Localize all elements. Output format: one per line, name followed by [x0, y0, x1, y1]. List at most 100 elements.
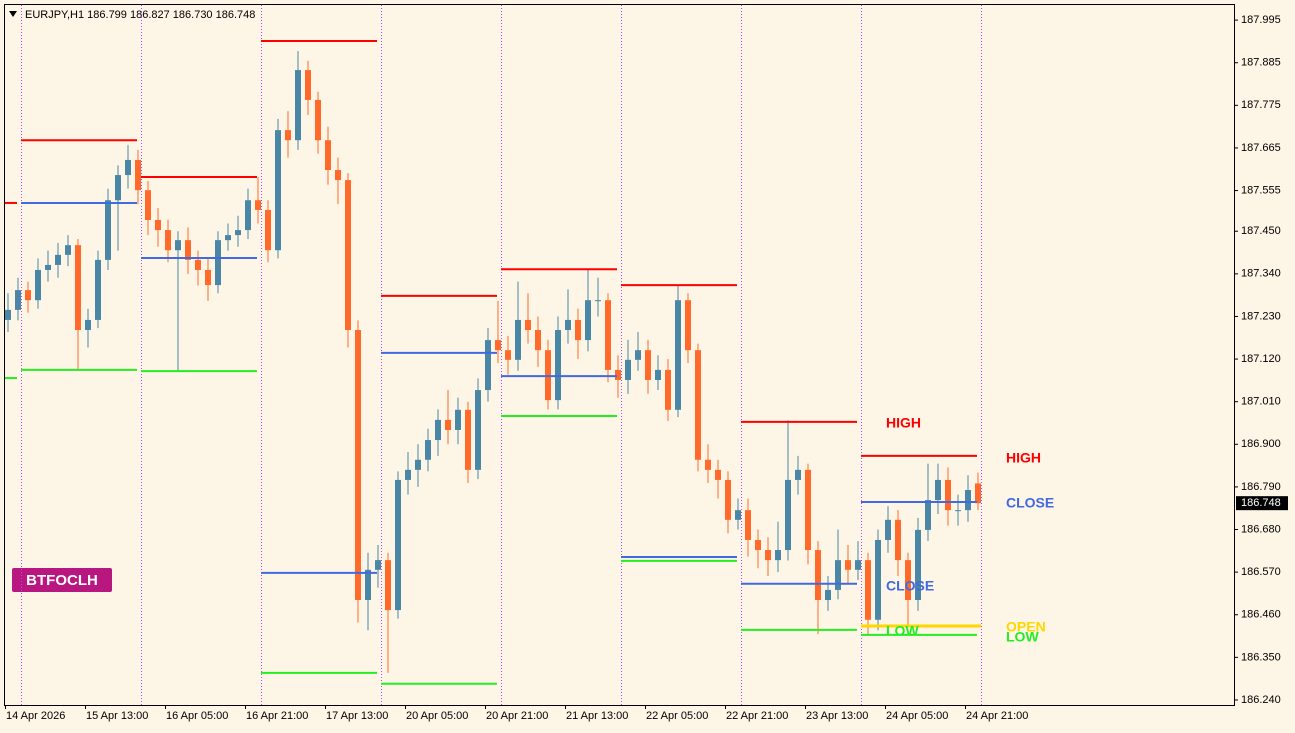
candle-body [555, 330, 561, 401]
candle-body [175, 240, 181, 251]
candle-body [35, 269, 41, 301]
annotation: HIGH [1006, 450, 1041, 466]
candle-body [735, 510, 741, 520]
y-tick-label: 187.775 [1241, 99, 1281, 111]
candle-body [435, 419, 441, 441]
candle-body [605, 300, 611, 370]
candle-body [975, 483, 981, 504]
y-tick-label: 186.240 [1241, 694, 1281, 706]
badge-box [12, 568, 112, 592]
candle-body [225, 235, 231, 241]
candle-body [115, 175, 121, 201]
candle-body [915, 529, 921, 601]
candle-body [125, 159, 131, 176]
candle-body [585, 300, 591, 341]
candle-body [795, 469, 801, 480]
candle-body [285, 130, 291, 141]
y-tick-label: 186.900 [1241, 438, 1281, 450]
candle-body [625, 359, 631, 380]
candle-body [335, 170, 341, 181]
candle-body [95, 259, 101, 320]
candle-body [765, 550, 771, 561]
candle-body [25, 290, 31, 301]
x-tick-label: 21 Apr 13:00 [566, 710, 628, 722]
candle-body [315, 99, 321, 141]
candle-body [65, 245, 71, 255]
candle-body [845, 560, 851, 570]
candle-body [905, 560, 911, 601]
candle-body [825, 589, 831, 601]
candle-body [195, 259, 201, 270]
candle-body [705, 459, 711, 470]
candle-body [855, 560, 861, 570]
candle-body [565, 319, 571, 331]
candle-body [295, 70, 301, 141]
candle-body [965, 490, 971, 511]
candle-body [355, 330, 361, 601]
candle-body [475, 390, 481, 470]
y-tick-label: 187.120 [1241, 353, 1281, 365]
candle-body [375, 560, 381, 570]
candle-body [5, 309, 11, 320]
candles [5, 51, 981, 673]
candle-body [655, 369, 661, 380]
candle-body [595, 300, 601, 302]
candle-body [935, 479, 941, 501]
candle-body [165, 230, 171, 251]
y-tick-label: 187.995 [1241, 14, 1281, 26]
annotation: HIGH [886, 415, 921, 431]
candle-body [955, 510, 961, 512]
candle-body [895, 519, 901, 561]
candle-body [215, 240, 221, 286]
candle-body [345, 180, 351, 331]
candle-body [535, 330, 541, 351]
price-tag [1236, 496, 1288, 511]
candle-body [455, 409, 461, 430]
x-tick-label: 20 Apr 05:00 [406, 710, 468, 722]
y-tick-label: 187.340 [1241, 268, 1281, 280]
candle-body [695, 350, 701, 460]
candle-body [945, 479, 951, 511]
candle-body [815, 550, 821, 601]
candle-body [45, 264, 51, 270]
y-tick-label: 187.665 [1241, 142, 1281, 154]
candle-body [205, 269, 211, 286]
x-tick-label: 24 Apr 05:00 [886, 710, 948, 722]
annotation: LOW [886, 623, 919, 639]
header: EURJPY,H1 186.799 186.827 186.730 186.74… [25, 9, 255, 21]
x-tick-label: 17 Apr 13:00 [326, 710, 388, 722]
plot-frame [4, 4, 1235, 706]
x-tick-label: 16 Apr 21:00 [246, 710, 308, 722]
candle-body [385, 560, 391, 611]
candle-body [715, 469, 721, 480]
y-tick-label: 187.885 [1241, 57, 1281, 69]
annotation: CLOSE [1006, 495, 1054, 511]
candle-body [255, 200, 261, 210]
candle-body [15, 290, 21, 310]
candle-body [875, 539, 881, 620]
candle-body [265, 209, 271, 251]
candle-body [865, 560, 871, 620]
candle-body [185, 240, 191, 260]
candle-body [275, 130, 281, 251]
last-price: 186.748 [1241, 497, 1281, 509]
candle-body [465, 409, 471, 470]
candle-body [425, 440, 431, 460]
candle-body [505, 350, 511, 360]
annotation: LOW [1006, 629, 1039, 645]
x-tick-label: 22 Apr 21:00 [726, 710, 788, 722]
x-tick-label: 23 Apr 13:00 [806, 710, 868, 722]
candle-body [415, 459, 421, 470]
candle-body [925, 500, 931, 530]
candle-body [85, 319, 91, 331]
candle-body [725, 479, 731, 520]
candle-body [445, 419, 451, 430]
y-tick-label: 186.790 [1241, 481, 1281, 493]
candle-body [245, 200, 251, 231]
y-tick-label: 187.555 [1241, 184, 1281, 196]
candle-body [665, 369, 671, 410]
candle-body [365, 569, 371, 601]
candle-body [685, 300, 691, 351]
candle-body [835, 560, 841, 590]
menu-arrow[interactable] [9, 11, 17, 17]
